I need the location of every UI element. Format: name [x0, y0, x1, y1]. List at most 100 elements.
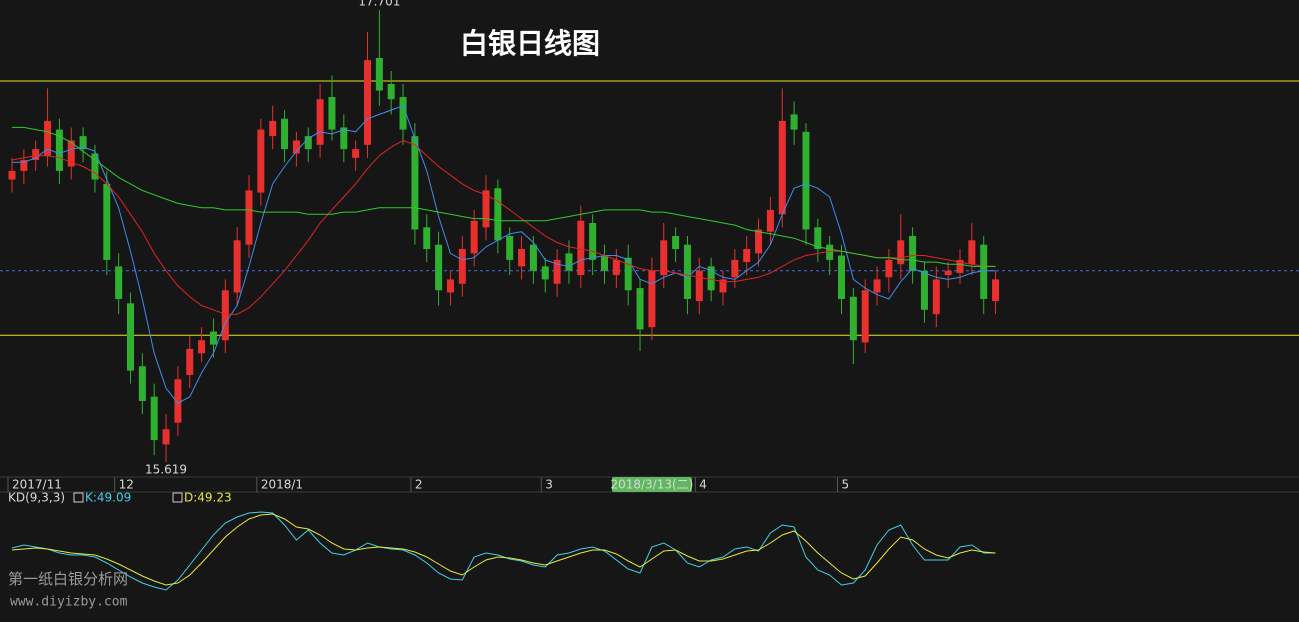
candle-body [494, 188, 502, 241]
candle-body [127, 303, 134, 371]
candle-body [162, 429, 170, 445]
chart-title: 白银日线图 [460, 27, 600, 60]
extreme-label: 15.619 [145, 463, 187, 477]
candle-body [506, 236, 514, 260]
candle-body [695, 270, 703, 302]
candle-body [458, 249, 466, 284]
candle-body [968, 240, 976, 265]
candle-body [636, 288, 644, 330]
candle-body [174, 379, 182, 423]
candle-body [897, 240, 905, 265]
candle-body [221, 290, 229, 341]
candle-body [814, 227, 822, 250]
candle-body [861, 290, 869, 343]
candle-body [565, 253, 573, 271]
candle-body [944, 270, 952, 276]
candle-body [873, 279, 881, 293]
candle-body [103, 183, 111, 260]
candle-body [826, 244, 834, 260]
candle-body [245, 190, 253, 245]
candle-body [91, 153, 99, 180]
candle-body [399, 97, 407, 130]
line-series [11, 513, 996, 586]
line-series [12, 105, 996, 404]
candle-body [589, 222, 597, 260]
candle-body [683, 244, 691, 299]
candle-body [209, 331, 217, 345]
candle-body [755, 229, 763, 254]
candle-body [233, 240, 241, 293]
candle-body [79, 136, 87, 150]
candle-body [32, 149, 40, 161]
candle-body [20, 160, 28, 171]
x-tick-label: 5 [842, 478, 850, 492]
candle-body [802, 131, 810, 230]
candle-body [352, 149, 360, 158]
candle-body [529, 244, 537, 271]
x-tick-label: 12 [119, 478, 134, 492]
candle-body [612, 259, 620, 276]
crosshair-date-box [611, 477, 692, 492]
candle-body [44, 120, 52, 156]
candle-body [435, 244, 443, 291]
candle-body [316, 99, 324, 145]
line-series [12, 126, 996, 267]
watermark-url: www.diyizby.com [10, 595, 128, 610]
crosshair-date: 2018/3/13(二) [610, 478, 693, 492]
candle-body [731, 259, 739, 278]
candle-body [364, 60, 371, 145]
candle-body [766, 209, 774, 232]
candle-body [375, 57, 383, 91]
candle-body [257, 129, 265, 193]
candle-body [624, 257, 632, 291]
candle-body [885, 259, 893, 278]
candle-body [601, 255, 608, 271]
candle-body [292, 140, 300, 154]
candle-body [920, 270, 928, 310]
candle-body [980, 244, 988, 299]
candle-body [269, 120, 277, 137]
candle-body [150, 396, 158, 441]
candle-body [304, 136, 312, 150]
checkbox[interactable] [73, 492, 84, 503]
watermark: 第一纸白银分析网 [8, 570, 128, 588]
x-tick-label: 4 [699, 478, 707, 492]
candle-body [340, 127, 348, 150]
candle-body [778, 120, 786, 215]
line-series [11, 139, 996, 315]
x-tick-label: 2 [415, 478, 423, 492]
indicator-title: KD(9,3,3) [8, 491, 65, 505]
k-label: K:49.09 [85, 491, 131, 505]
checkbox[interactable] [172, 492, 183, 503]
candle-body [446, 279, 454, 293]
candle-body [790, 114, 798, 130]
candle-body [411, 136, 419, 230]
candle-body [707, 266, 715, 291]
candle-body [328, 97, 336, 130]
candle-body [719, 279, 727, 293]
candle-body [909, 236, 917, 271]
candle-body [67, 140, 75, 167]
candle-body [992, 279, 1000, 302]
d-label: D:49.23 [184, 491, 232, 505]
candle-body [932, 279, 940, 315]
candle-body [387, 84, 395, 100]
candle-body [482, 190, 490, 228]
candle-body [138, 366, 146, 402]
candle-body [541, 266, 549, 280]
candle-body [186, 348, 194, 375]
candle-body [849, 296, 857, 341]
candle-body [470, 220, 478, 254]
x-tick-label: 2017/11 [12, 478, 62, 492]
candle-body [115, 266, 123, 299]
candle-body [281, 118, 289, 150]
candle-body [648, 270, 656, 328]
candle-body [198, 340, 206, 354]
candle-body [743, 249, 751, 263]
extreme-label: 17.701 [358, 0, 400, 8]
candle-body [660, 240, 668, 276]
candle-body [55, 129, 63, 171]
candle-body [518, 249, 526, 267]
candle-body [423, 227, 431, 250]
candle-body [956, 259, 964, 273]
